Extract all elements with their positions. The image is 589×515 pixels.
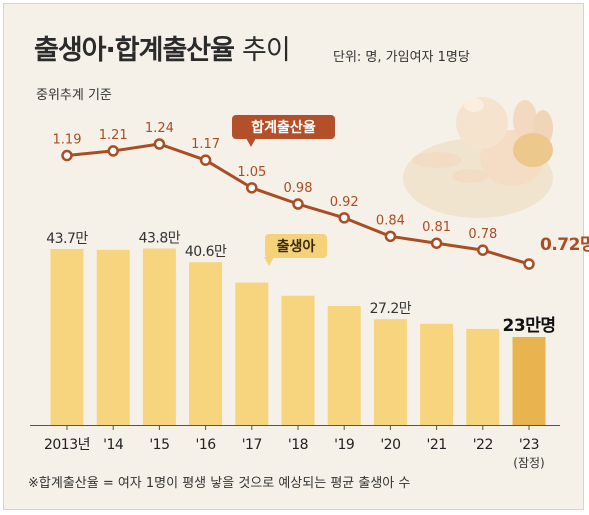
bar: [373, 319, 407, 425]
line-point: [338, 212, 350, 224]
bar: [281, 295, 315, 425]
line-callout-box: [232, 115, 335, 139]
line-data-label: 1.05: [237, 165, 266, 180]
bar: [420, 323, 454, 425]
x-tick-label: 2013년: [44, 437, 90, 453]
line-data-label: 1.19: [53, 133, 82, 148]
x-tick-label: '14: [103, 437, 124, 453]
x-tick-label: '21: [427, 437, 447, 453]
chart-title: 출생아·합계출산율 추이: [34, 28, 291, 67]
bar: [235, 282, 269, 425]
line-data-label: 0.78: [468, 227, 497, 242]
bar-data-label: 23만명: [503, 316, 556, 336]
x-tick-label: '16: [196, 437, 217, 453]
bar-data-label: 43.7만: [46, 231, 88, 247]
line-data-label: 0.98: [284, 181, 313, 196]
line-data-label: 0.81: [422, 220, 451, 235]
x-tick-label: '17: [242, 437, 262, 453]
title-rest: 추이: [241, 35, 291, 66]
line-data-label: 0.92: [330, 195, 359, 210]
x-tick-label: '18: [288, 437, 308, 453]
bar-callout-pointer: [264, 257, 274, 266]
line-point: [523, 258, 535, 270]
line-point: [153, 138, 166, 150]
title-bold: 출생아·합계출산율: [34, 35, 235, 66]
bar: [327, 305, 361, 425]
line-callout-label: 합계출산율: [251, 119, 316, 136]
x-tick-label: '15: [149, 437, 169, 453]
bar: [142, 248, 176, 425]
line-data-label: 1.21: [99, 128, 128, 143]
x-category-note: (잠정): [513, 456, 544, 470]
line-data-label: 0.72명: [540, 235, 589, 255]
x-tick-label: '19: [334, 437, 354, 453]
x-tick-label: '20: [380, 437, 400, 453]
bar-data-label: 40.6만: [185, 244, 227, 260]
line-data-label: 1.17: [191, 137, 220, 152]
baby-illustration-icon: [403, 97, 553, 218]
line-point: [107, 145, 119, 157]
unit-note: 단위: 명, 가임여자 1명당: [333, 50, 470, 65]
bar: [189, 262, 223, 425]
bar-callout-label: 출생아: [277, 238, 316, 255]
bar: [50, 249, 84, 425]
line-point: [199, 154, 212, 166]
line-point: [246, 182, 258, 194]
x-tick-label: '23: [519, 437, 539, 453]
bar-data-label: 43.8만: [139, 231, 181, 247]
line-point: [292, 198, 304, 210]
line-point: [477, 244, 489, 256]
bar: [466, 328, 500, 425]
line-point: [430, 237, 443, 249]
line-data-label: 0.84: [376, 213, 405, 228]
line-point: [384, 230, 397, 243]
bar-callout-box: [265, 234, 327, 258]
x-tick-label: '22: [473, 437, 493, 453]
line-data-label: 1.24: [145, 121, 174, 136]
bar-data-label: 27.2만: [370, 301, 412, 317]
bar: [512, 336, 546, 425]
footnote: ※합계출산율 = 여자 1명이 평생 낳을 것으로 예상되는 평균 출생아 수: [28, 476, 411, 491]
basis-note: 중위추계 기준: [36, 88, 112, 103]
bar: [96, 249, 130, 425]
line-point: [61, 149, 73, 162]
line-callout-pointer: [246, 138, 256, 147]
